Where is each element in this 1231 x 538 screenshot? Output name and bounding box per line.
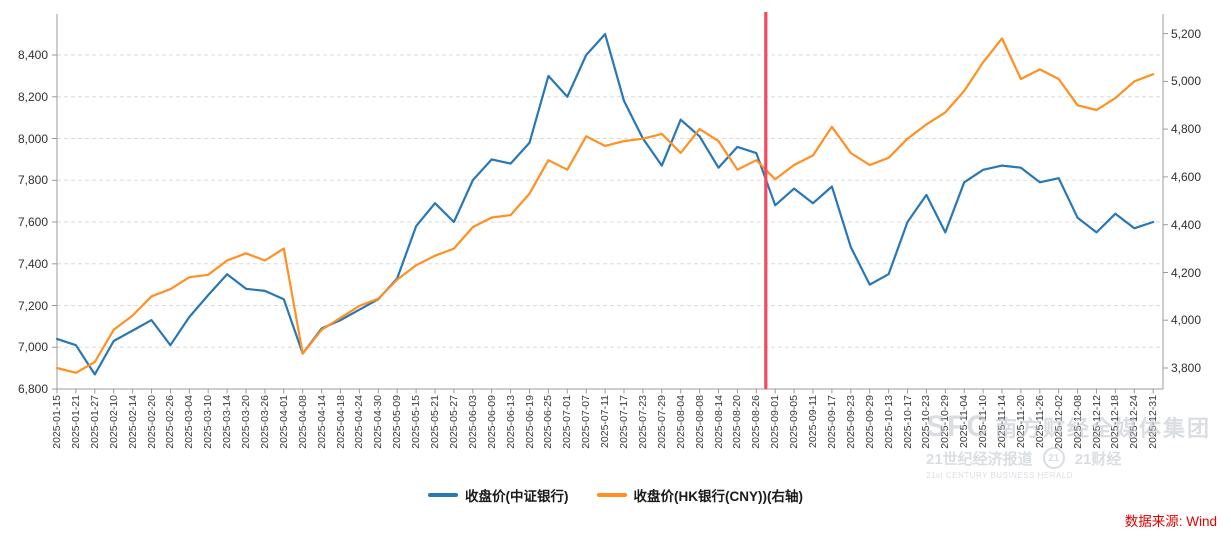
x-axis-tick-label: 2025-12-12 xyxy=(1090,395,1103,449)
x-axis-tick-label: 2025-04-24 xyxy=(353,395,366,449)
x-axis-tick-label: 2025-05-27 xyxy=(447,395,460,449)
legend-label-hk-bank: 收盘价(HK银行(CNY))(右轴) xyxy=(633,489,803,504)
x-axis-tick-label: 2025-10-23 xyxy=(920,395,933,449)
x-axis-tick-label: 2025-09-23 xyxy=(844,395,857,449)
x-axis-tick-label: 2025-07-07 xyxy=(580,395,593,449)
x-axis-tick-label: 2025-07-29 xyxy=(655,395,668,449)
right-axis-tick-label: 5,200 xyxy=(1171,26,1202,41)
x-axis-tick-label: 2025-12-31 xyxy=(1147,395,1160,449)
left-axis-tick-label: 7,000 xyxy=(17,340,48,355)
x-axis-tick-label: 2025-11-14 xyxy=(996,395,1008,448)
right-axis-tick-label: 5,000 xyxy=(1171,74,1202,89)
x-axis-tick-label: 2025-09-05 xyxy=(788,395,801,449)
left-axis-tick-label: 7,600 xyxy=(17,215,48,229)
x-axis-tick-label: 2025-07-01 xyxy=(561,395,574,449)
x-axis-tick-label: 2025-05-21 xyxy=(429,395,441,449)
x-axis-tick-label: 2025-06-13 xyxy=(504,395,517,449)
legend-item-csi-bank: 收盘价(中证银行) xyxy=(428,485,569,505)
x-axis-tick-label: 2025-05-09 xyxy=(391,395,404,449)
left-axis-tick-label: 8,400 xyxy=(17,48,48,62)
x-axis-tick-label: 2025-02-14 xyxy=(126,395,139,449)
x-axis-tick-label: 2025-02-20 xyxy=(145,395,158,449)
left-axis-tick-label: 7,800 xyxy=(17,173,48,188)
left-axis-tick-label: 8,000 xyxy=(17,131,48,146)
x-axis-tick-label: 2025-02-10 xyxy=(107,395,120,449)
x-axis-tick-label: 2025-03-14 xyxy=(221,395,234,449)
x-axis-tick-label: 2025-08-20 xyxy=(731,395,744,449)
x-axis-tick-label: 2025-07-17 xyxy=(618,395,630,449)
x-axis-tick-label: 2025-01-21 xyxy=(69,395,82,449)
x-axis-tick-label: 2025-11-26 xyxy=(1033,395,1046,448)
right-axis-tick-label: 4,400 xyxy=(1171,217,1202,232)
x-axis-tick-label: 2025-10-29 xyxy=(939,395,952,449)
x-axis-tick-label: 2025-06-19 xyxy=(523,395,536,449)
x-axis-tick-label: 2025-09-11 xyxy=(807,395,819,448)
left-axis-tick-label: 6,800 xyxy=(17,382,48,396)
x-axis-tick-label: 2025-08-08 xyxy=(693,395,706,449)
x-axis-tick-label: 2025-09-01 xyxy=(769,395,782,449)
x-axis-tick-label: 2025-06-09 xyxy=(485,395,498,449)
csi-bank-line-swatch xyxy=(428,493,458,497)
x-axis-tick-label: 2025-03-26 xyxy=(258,395,271,449)
x-axis-tick-label: 2025-10-17 xyxy=(901,395,914,449)
x-axis-tick-label: 2025-04-14 xyxy=(315,395,328,449)
x-axis-tick-label: 2025-07-11 xyxy=(599,395,612,448)
x-axis-tick-label: 2025-06-03 xyxy=(466,395,479,449)
right-axis-tick-label: 3,800 xyxy=(1171,361,1202,375)
x-axis-tick-label: 2025-09-17 xyxy=(825,395,838,449)
x-axis-tick-label: 2025-04-30 xyxy=(372,395,385,449)
x-axis-tick-label: 2025-12-18 xyxy=(1109,395,1122,449)
legend-item-hk-bank: 收盘价(HK银行(CNY))(右轴) xyxy=(596,485,803,505)
x-axis-tick-label: 2025-03-04 xyxy=(183,395,196,449)
left-axis-tick-label: 8,200 xyxy=(17,89,48,104)
x-axis-tick-label: 2025-11-10 xyxy=(977,395,990,448)
legend: 收盘价(中证银行) 收盘价(HK银行(CNY))(右轴) xyxy=(0,485,1231,505)
x-axis-tick-label: 2025-02-26 xyxy=(164,395,177,449)
x-axis-tick-label: 2025-11-04 xyxy=(958,395,971,448)
x-axis-tick-label: 2025-04-01 xyxy=(277,395,290,449)
x-axis-tick-label: 2025-03-10 xyxy=(202,395,215,449)
x-axis-tick-label: 2025-01-27 xyxy=(88,395,101,449)
x-axis-tick-label: 2025-12-02 xyxy=(1052,395,1065,449)
x-axis-tick-label: 2025-05-15 xyxy=(410,395,423,449)
x-axis-tick-label: 2025-03-20 xyxy=(240,395,252,449)
x-axis-tick-label: 2025-09-29 xyxy=(863,395,876,449)
right-axis-tick-label: 4,200 xyxy=(1171,265,1202,280)
x-axis-tick-label: 2025-04-08 xyxy=(296,395,309,449)
legend-label-csi-bank: 收盘价(中证银行) xyxy=(465,489,569,504)
left-axis-tick-label: 7,400 xyxy=(17,256,48,271)
right-axis-tick-label: 4,800 xyxy=(1171,122,1202,137)
x-axis-tick-label: 2025-12-24 xyxy=(1128,395,1141,449)
x-axis-tick-label: 2025-10-13 xyxy=(882,395,895,449)
x-axis-tick-label: 2025-12-08 xyxy=(1071,395,1084,449)
source-note: 数据来源: Wind xyxy=(1124,514,1217,529)
x-axis-tick-label: 2025-08-26 xyxy=(750,395,763,449)
right-axis-tick-label: 4,000 xyxy=(1171,313,1202,328)
hk-bank-line-swatch xyxy=(596,493,627,497)
x-axis-tick-label: 2025-04-18 xyxy=(334,395,347,449)
right-axis-tick-label: 4,600 xyxy=(1171,169,1202,184)
x-axis-tick-label: 2025-01-15 xyxy=(51,395,63,449)
x-axis-tick-label: 2025-08-04 xyxy=(674,395,687,449)
x-axis-tick-label: 2025-06-25 xyxy=(542,395,555,449)
left-axis-tick-label: 7,200 xyxy=(17,298,48,313)
x-axis-tick-label: 2025-11-20 xyxy=(1014,395,1027,448)
x-axis-tick-label: 2025-08-14 xyxy=(712,395,725,449)
x-axis-tick-label: 2025-07-23 xyxy=(636,395,649,449)
